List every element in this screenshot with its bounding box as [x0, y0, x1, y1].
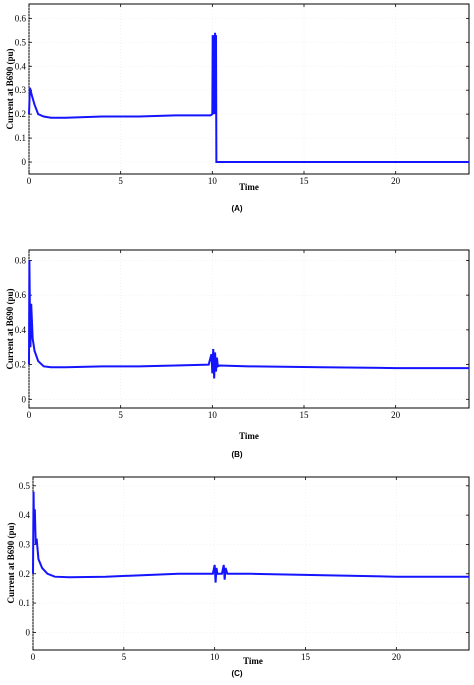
y-tick-label: 0.4 — [15, 325, 27, 335]
y-tick-label: 0.6 — [15, 13, 27, 23]
y-tick-label: 0.2 — [19, 569, 30, 579]
y-axis-title-a: Current at B690 (pu) — [5, 48, 15, 129]
x-tick-label: 20 — [391, 176, 401, 186]
y-tick-label: 0.3 — [15, 85, 27, 95]
y-tick-label: 0.2 — [15, 360, 26, 370]
y-tick-label: 0.6 — [15, 290, 27, 300]
panel-label-c: (C) — [231, 669, 242, 678]
x-tick-label: 0 — [27, 176, 32, 186]
y-tick-label: 0.5 — [19, 481, 31, 491]
y-tick-label: 0.2 — [15, 109, 26, 119]
y-tick-label: 0 — [22, 394, 27, 404]
y-tick-label: 0.4 — [19, 510, 31, 520]
ticks-a: 0 5 10 15 20 0 0.1 0.2 0.3 0.4 0.5 0.6 — [15, 4, 469, 186]
x-tick-label: 15 — [301, 652, 311, 662]
x-tick-label: 5 — [118, 410, 123, 420]
x-tick-label: 10 — [210, 652, 220, 662]
y-tick-label: 0.5 — [15, 37, 27, 47]
chart-panel-a: 0 5 10 15 20 0 0.1 0.2 0.3 0.4 0.5 0.6 Time Current… — [5, 3, 470, 213]
x-tick-label: 5 — [122, 652, 127, 662]
x-tick-label: 15 — [300, 176, 310, 186]
y-tick-label: 0.1 — [15, 133, 26, 143]
x-axis-title-a: Time — [239, 182, 259, 192]
chart-panel-c: 0 5 10 15 20 0 0.1 0.2 0.3 0.4 0.5 Time Current at… — [6, 476, 470, 678]
series-line-c — [32, 491, 469, 583]
y-tick-label: 0.3 — [19, 539, 31, 549]
x-tick-label: 5 — [118, 176, 123, 186]
plot-area-a — [28, 3, 470, 175]
x-tick-label: 20 — [392, 652, 402, 662]
y-tick-label: 0.8 — [15, 255, 27, 265]
x-axis-title-b: Time — [239, 431, 259, 441]
y-tick-label: 0.4 — [15, 61, 27, 71]
x-tick-label: 0 — [31, 652, 36, 662]
y-axis-title-c: Current at B690 (pu) — [6, 522, 16, 603]
y-tick-label: 0.1 — [19, 598, 30, 608]
chart-panel-b: 0 5 10 15 20 0 0.2 0.4 0.6 0.8 Time Current at B6… — [5, 249, 470, 459]
x-tick-label: 0 — [27, 410, 32, 420]
series-line-a — [28, 32, 469, 164]
panel-label-a: (A) — [231, 204, 242, 213]
y-tick-label: 0 — [26, 627, 31, 637]
x-tick-label: 10 — [208, 410, 218, 420]
panel-label-b: (B) — [231, 450, 242, 459]
x-tick-label: 20 — [391, 410, 401, 420]
series-line-b — [28, 260, 469, 379]
plot-area-b — [28, 249, 470, 409]
plot-area-c — [32, 476, 470, 651]
ticks-c: 0 5 10 15 20 0 0.1 0.2 0.3 0.4 0.5 — [19, 477, 469, 662]
ticks-b: 0 5 10 15 20 0 0.2 0.4 0.6 0.8 — [15, 250, 469, 420]
x-tick-label: 15 — [300, 410, 310, 420]
grid-c — [32, 477, 469, 650]
y-axis-title-b: Current at B690 (pu) — [5, 288, 15, 369]
x-tick-label: 10 — [208, 176, 218, 186]
y-tick-label: 0 — [22, 157, 27, 167]
x-axis-title-c: Time — [243, 656, 263, 666]
